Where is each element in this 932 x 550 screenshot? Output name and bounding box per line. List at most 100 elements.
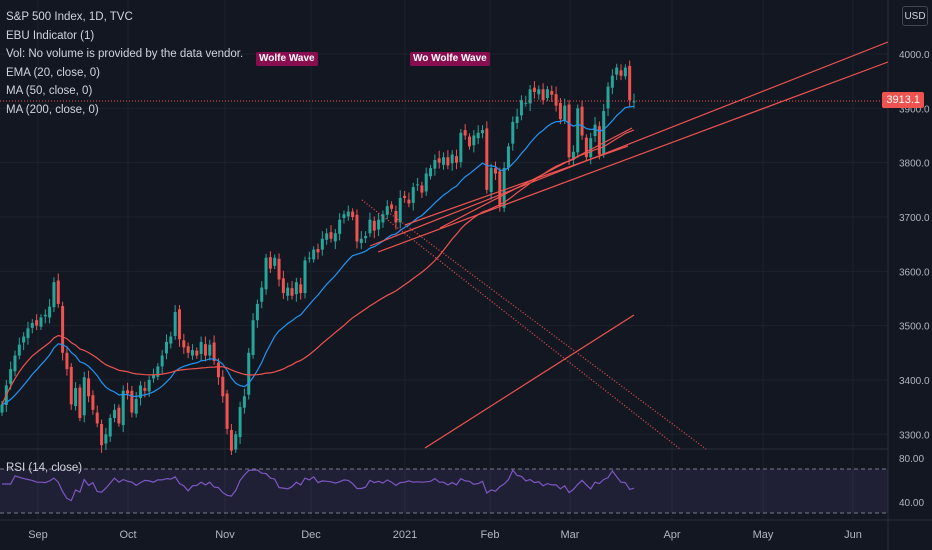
legend-ma200[interactable]: MA (200, close, 0): [6, 103, 99, 116]
candle: [329, 232, 333, 239]
candle: [584, 137, 588, 158]
candle: [532, 87, 536, 93]
candle: [589, 138, 593, 158]
x-tick-label: 2021: [393, 529, 417, 541]
candle: [312, 249, 316, 260]
currency-button[interactable]: USD: [902, 6, 928, 26]
candle: [108, 418, 112, 437]
candle: [203, 344, 207, 356]
candle: [511, 121, 515, 144]
candle: [554, 94, 558, 106]
candle: [545, 89, 549, 99]
candle: [619, 70, 623, 76]
candle: [463, 130, 467, 136]
candle: [450, 154, 454, 164]
trend-line: [369, 41, 889, 247]
candle: [429, 168, 433, 177]
rsi-legend[interactable]: RSI (14, close): [6, 462, 83, 474]
candle: [407, 199, 411, 204]
y-tick-label: 3600.0: [899, 267, 930, 278]
candle: [610, 75, 614, 88]
candle: [0, 404, 4, 413]
y-tick-label: 3400.0: [899, 376, 930, 387]
candle: [442, 157, 446, 165]
candle: [225, 393, 229, 429]
candle: [35, 320, 39, 326]
ema20-line: [1, 105, 635, 405]
candle: [95, 412, 99, 424]
candle: [82, 377, 86, 416]
candle: [558, 102, 562, 120]
x-tick-label: Nov: [215, 529, 235, 541]
candle: [216, 362, 220, 378]
candle: [186, 346, 190, 353]
x-tick-label: Mar: [561, 529, 580, 541]
candle: [277, 258, 281, 280]
candle: [65, 352, 69, 370]
candle: [195, 350, 199, 356]
candle: [346, 211, 350, 217]
candle: [160, 355, 164, 367]
candle: [87, 378, 91, 397]
x-tick-label: Jun: [844, 529, 862, 541]
candle: [541, 89, 545, 101]
candle: [550, 90, 554, 95]
candle: [489, 168, 493, 192]
x-tick-label: May: [753, 529, 774, 541]
candle: [173, 312, 177, 336]
wolfe-wave-label[interactable]: Wolfe Wave: [256, 52, 318, 66]
candle: [52, 282, 56, 308]
candle: [506, 146, 510, 168]
candle: [9, 369, 13, 384]
symbol-title[interactable]: S&P 500 Index, 1D, TVC: [6, 11, 133, 23]
candle: [476, 132, 480, 139]
candle: [377, 219, 381, 230]
candle: [632, 101, 636, 103]
candle: [351, 211, 355, 217]
candle: [164, 341, 168, 354]
y-tick-label: 4000.0: [899, 50, 930, 61]
candle: [403, 195, 407, 198]
candle: [234, 434, 238, 450]
candle: [117, 407, 121, 424]
candle: [368, 219, 372, 234]
candle: [268, 257, 272, 269]
candle: [359, 238, 363, 244]
y-tick-label: 3500.0: [899, 322, 930, 333]
candle: [515, 116, 519, 123]
legend-ebu[interactable]: EBU Indicator (1): [6, 29, 95, 42]
legend-volume[interactable]: Vol: No volume is provided by the data v…: [6, 48, 244, 60]
candle: [455, 156, 459, 163]
candle: [364, 236, 368, 239]
candle: [152, 374, 156, 379]
last-price-tag: 3913.1: [882, 92, 924, 108]
candle: [480, 130, 484, 134]
candle: [372, 220, 376, 231]
y-tick-label: 3800.0: [899, 159, 930, 170]
candle: [307, 257, 311, 259]
candle: [229, 429, 233, 451]
candle: [299, 284, 303, 294]
trend-line: [361, 199, 681, 450]
candle: [628, 65, 632, 101]
y-tick-label: 3300.0: [899, 430, 930, 441]
candle: [273, 257, 277, 266]
candle: [316, 249, 320, 253]
candle: [130, 390, 134, 413]
rsi-band: [0, 469, 888, 513]
candle: [286, 287, 290, 296]
candle: [260, 287, 264, 302]
candle: [251, 320, 255, 355]
candle: [338, 219, 342, 234]
candle: [134, 398, 138, 414]
candle: [199, 341, 203, 354]
legend-ema20[interactable]: EMA (20, close, 0): [6, 66, 100, 79]
x-tick-label: Oct: [119, 529, 136, 541]
candle: [593, 124, 597, 137]
candle: [355, 214, 359, 242]
wo-wolfe-wave-label[interactable]: Wo Wolfe Wave: [410, 52, 490, 66]
legend-ma50[interactable]: MA (50, close, 0): [6, 85, 93, 97]
x-tick-label: Apr: [663, 529, 680, 541]
candle: [381, 214, 385, 223]
